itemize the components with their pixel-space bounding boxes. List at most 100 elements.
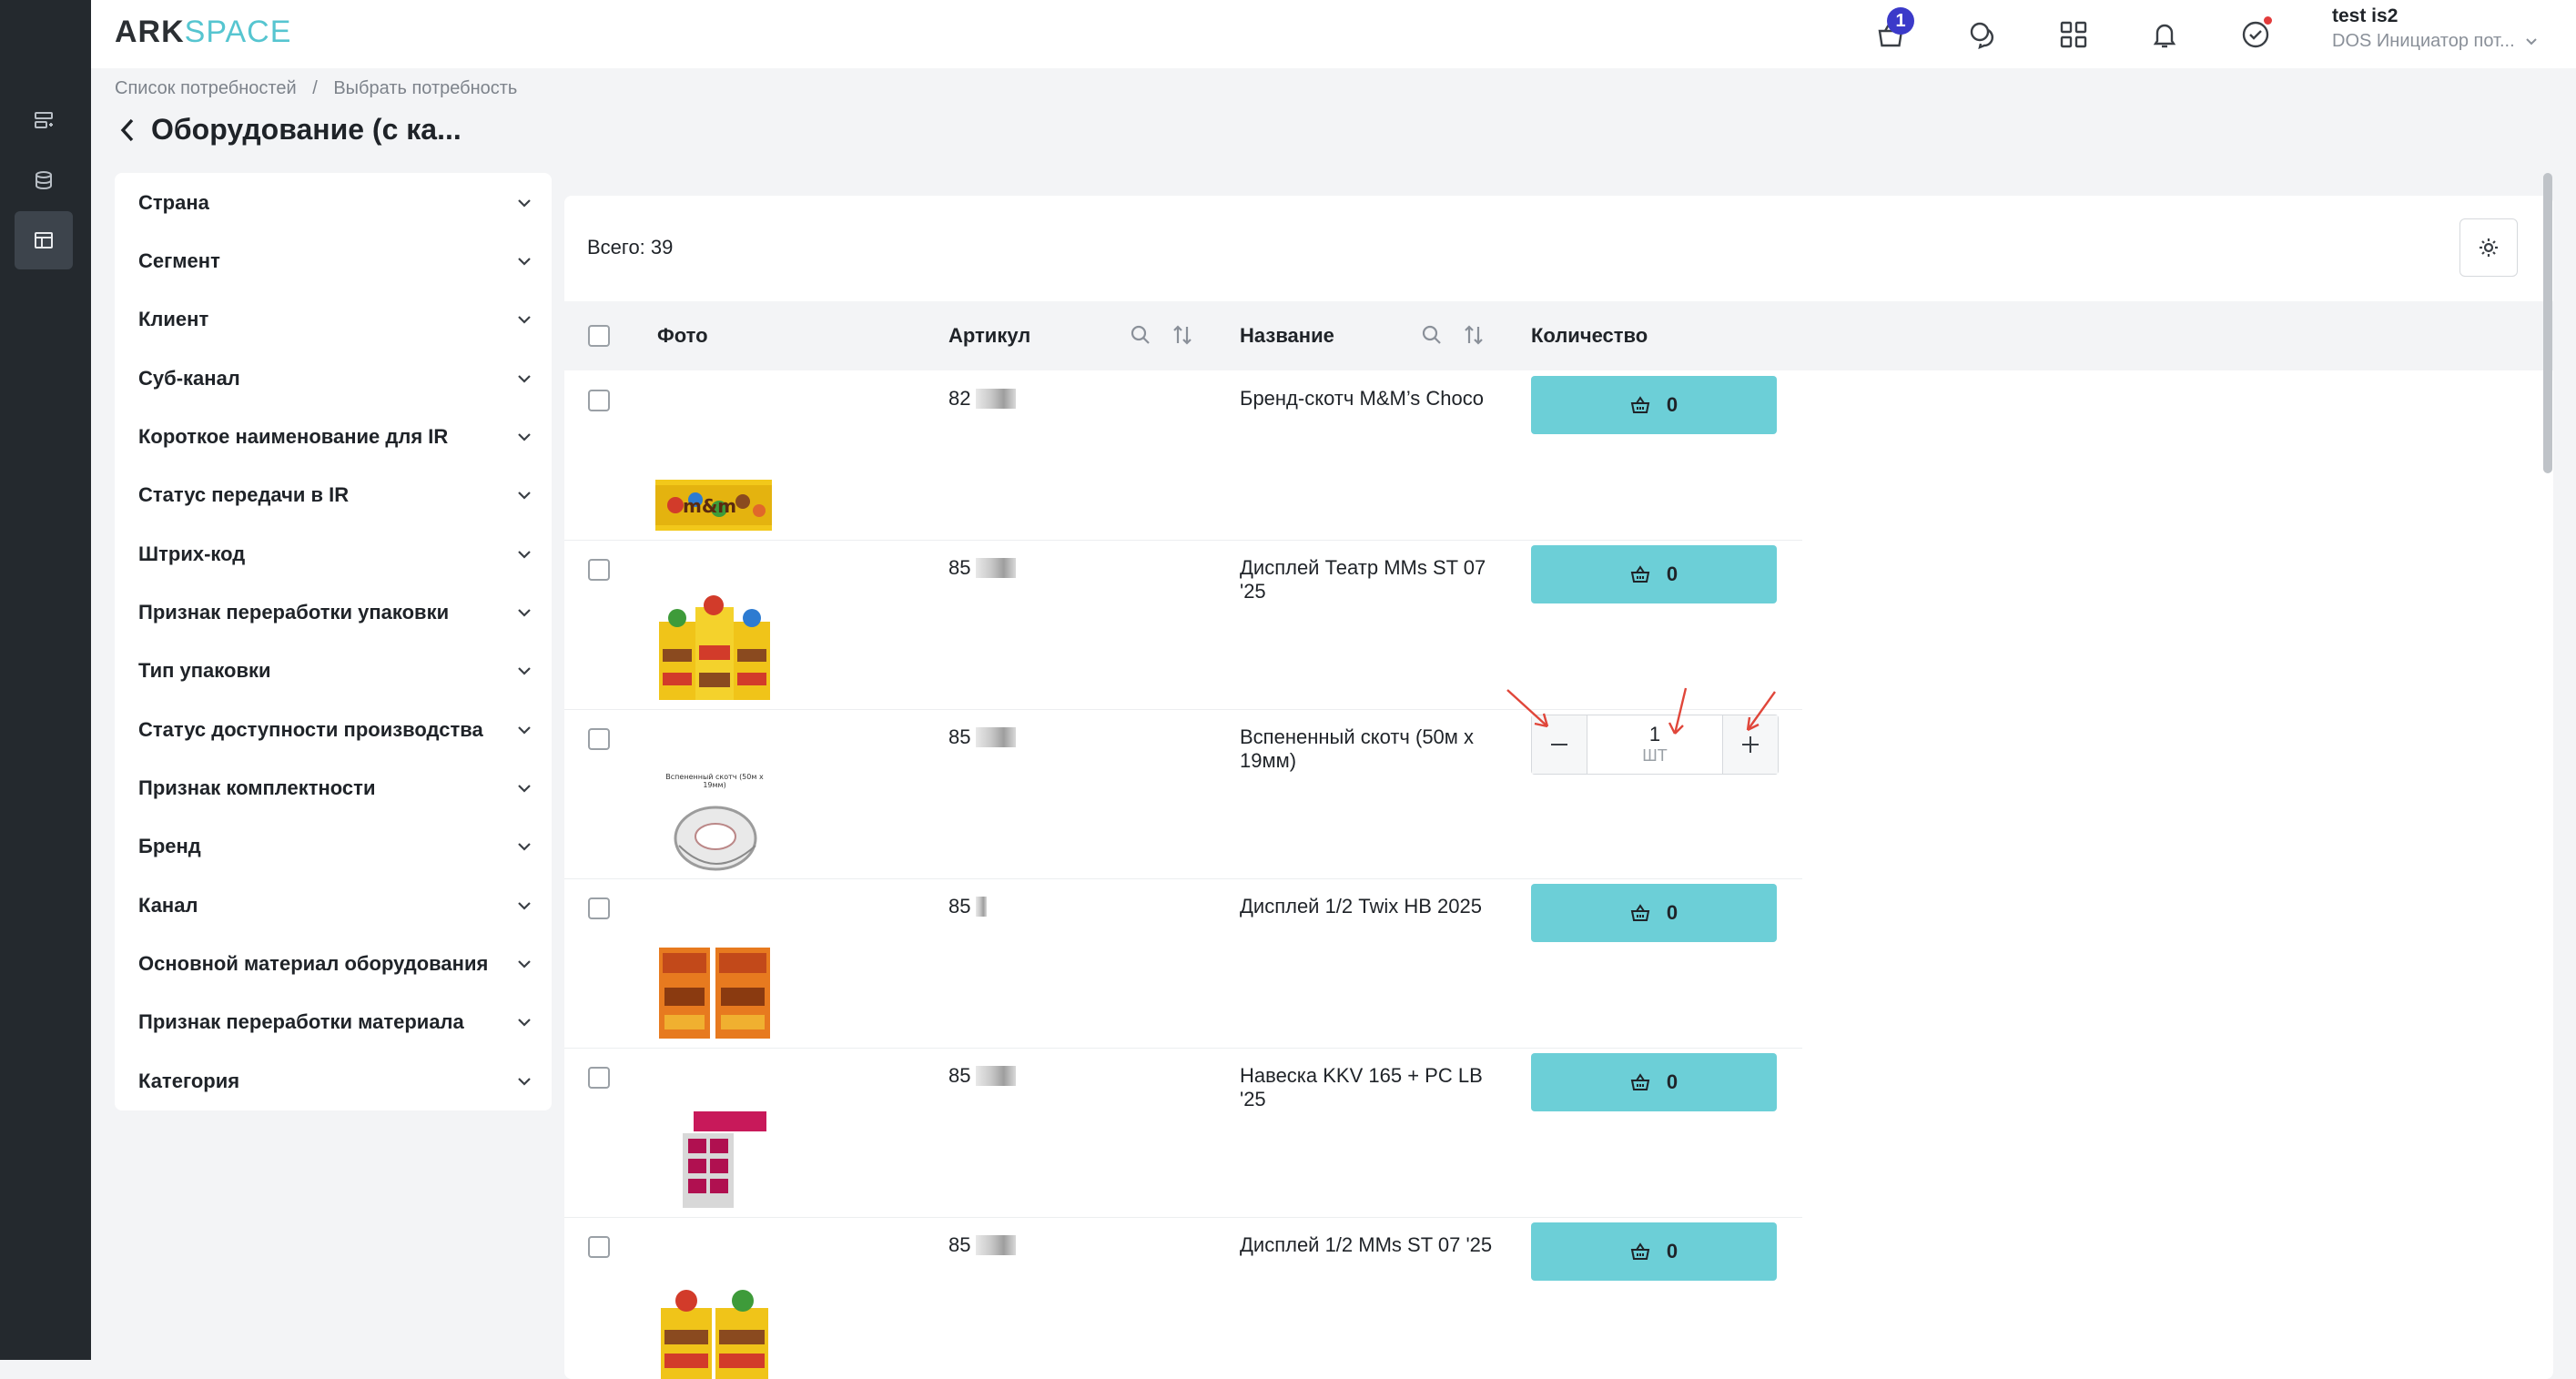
top-bar: ARKSPACE 1 test is2 DOS Инициатор пот... — [91, 0, 2576, 68]
table-row: 85 Навеска KKV 165 + PC LB '25 0 — [564, 1048, 1802, 1218]
table-settings-button[interactable] — [2459, 218, 2518, 277]
redacted-block — [976, 389, 1017, 409]
rail-catalog-icon[interactable] — [15, 211, 73, 269]
filter-barcode[interactable]: Штрих-код — [138, 534, 532, 574]
rail-database-icon[interactable] — [15, 151, 73, 209]
chevron-down-icon — [518, 551, 531, 559]
redacted-block — [976, 558, 1017, 578]
select-all-checkbox[interactable] — [588, 301, 610, 370]
basket-icon — [1630, 1242, 1650, 1260]
bell-icon[interactable] — [2143, 13, 2186, 56]
add-to-basket-button[interactable]: 0 — [1531, 545, 1777, 603]
filter-brand[interactable]: Бренд — [138, 826, 532, 867]
basket-icon — [1630, 565, 1650, 583]
page-title: Оборудование (с ка... — [151, 113, 461, 146]
name-tools — [1420, 323, 1486, 347]
chevron-down-icon — [518, 785, 531, 793]
left-rail — [0, 0, 91, 1360]
product-name: Дисплей 1/2 MMs ST 07 '25 — [1240, 1233, 1493, 1256]
logo[interactable]: ARKSPACE — [115, 15, 292, 49]
filter-packaging-type[interactable]: Тип упаковки — [138, 651, 532, 691]
chevron-down-icon — [518, 375, 531, 383]
row-checkbox[interactable] — [588, 559, 610, 581]
chevron-down-icon — [518, 1019, 531, 1027]
name-sort-icon[interactable] — [1462, 323, 1486, 347]
article-sort-icon[interactable] — [1171, 323, 1194, 347]
basket-icon — [1630, 1073, 1650, 1090]
add-to-basket-button[interactable]: 0 — [1531, 1222, 1777, 1281]
filter-country[interactable]: Страна — [138, 183, 532, 223]
filter-material-recycling[interactable]: Признак переработки материала — [138, 1002, 532, 1042]
chevron-down-icon — [2526, 38, 2537, 46]
name-search-icon[interactable] — [1420, 323, 1444, 347]
plus-icon — [1742, 736, 1759, 753]
table-row: 85 Дисплей Театр MMs ST 07 '25 0 — [564, 540, 1802, 710]
filter-packaging-recycling[interactable]: Признак переработки упаковки — [138, 593, 532, 633]
row-checkbox[interactable] — [588, 1067, 610, 1089]
filter-main-material[interactable]: Основной материал оборудования — [138, 944, 532, 984]
article-value: 85 — [948, 1233, 1017, 1257]
redacted-block — [976, 897, 988, 917]
product-photo — [655, 1102, 774, 1212]
filter-category[interactable]: Категория — [138, 1061, 532, 1101]
products-table-card: Всего: 39 Фото Артикул Название Количест… — [564, 196, 2553, 1379]
user-role: DOS Инициатор пот... — [2332, 31, 2541, 52]
filter-short-name-ir[interactable]: Короткое наименование для IR — [138, 417, 532, 457]
increment-button[interactable] — [1722, 715, 1778, 774]
filter-ir-status[interactable]: Статус передачи в IR — [138, 475, 532, 515]
add-to-basket-button[interactable]: 0 — [1531, 1053, 1777, 1111]
decrement-button[interactable] — [1532, 715, 1587, 774]
chevron-down-icon — [518, 960, 531, 968]
filter-channel[interactable]: Канал — [138, 886, 532, 926]
redacted-block — [976, 1235, 1017, 1255]
table-row: Вспененный скотч (50м х 19мм) 85 Вспенен… — [564, 709, 1802, 879]
col-article: Артикул — [948, 324, 1031, 347]
product-photo — [655, 594, 774, 704]
article-value: 85 — [948, 1064, 1017, 1088]
col-name: Название — [1240, 324, 1334, 347]
page-header: Оборудование (с ка... — [118, 113, 461, 147]
chat-icon[interactable] — [1961, 13, 2004, 56]
page-scrollbar[interactable] — [2543, 173, 2552, 473]
basket-icon — [1630, 396, 1650, 413]
rail-requests-icon[interactable] — [15, 91, 73, 149]
back-arrow-icon[interactable] — [118, 117, 137, 144]
table-row: 85 Дисплей 1/2 MMs ST 07 '25 0 — [564, 1217, 1802, 1379]
chevron-down-icon — [518, 492, 531, 500]
filter-client[interactable]: Клиент — [138, 299, 532, 340]
chevron-down-icon — [518, 316, 531, 324]
user-menu[interactable]: test is2 DOS Инициатор пот... — [2332, 5, 2541, 52]
filter-production-availability[interactable]: Статус доступности производства — [138, 710, 532, 750]
filter-segment[interactable]: Сегмент — [138, 241, 532, 281]
filter-completeness[interactable]: Признак комплектности — [138, 768, 532, 808]
filter-panel: Страна Сегмент Клиент Суб-канал Короткое… — [115, 173, 552, 1110]
add-to-basket-button[interactable]: 0 — [1531, 376, 1777, 434]
col-photo: Фото — [657, 324, 708, 347]
filter-subchannel[interactable]: Суб-канал — [138, 359, 532, 399]
article-search-icon[interactable] — [1129, 323, 1152, 347]
tasks-check-icon[interactable] — [2234, 13, 2277, 56]
chevron-down-icon — [518, 902, 531, 910]
table-header: Фото Артикул Название Количество — [564, 301, 2553, 370]
product-photo — [655, 1272, 774, 1379]
cart-icon[interactable]: 1 — [1869, 7, 1914, 56]
svg-text:m&m: m&m — [683, 495, 736, 517]
chevron-down-icon — [518, 726, 531, 735]
row-checkbox[interactable] — [588, 897, 610, 919]
product-name: Навеска KKV 165 + PC LB '25 — [1240, 1064, 1483, 1110]
redacted-block — [976, 1066, 1017, 1086]
user-name: test is2 — [2332, 5, 2399, 26]
row-checkbox[interactable] — [588, 1236, 610, 1258]
row-checkbox[interactable] — [588, 390, 610, 411]
row-checkbox[interactable] — [588, 728, 610, 750]
breadcrumb-select-need[interactable]: Выбрать потребность — [333, 78, 518, 98]
chevron-down-icon — [518, 843, 531, 851]
quantity-input[interactable]: 1 ШТ — [1642, 723, 1668, 766]
chevron-down-icon — [518, 1078, 531, 1086]
breadcrumb-needs-list[interactable]: Список потребностей — [115, 78, 297, 98]
article-tools — [1129, 323, 1194, 347]
product-photo: Вспененный скотч (50м х 19мм) — [655, 764, 774, 873]
apps-grid-icon[interactable] — [2052, 13, 2095, 56]
photo-caption: Вспененный скотч (50м х 19мм) — [665, 773, 764, 789]
add-to-basket-button[interactable]: 0 — [1531, 884, 1777, 942]
